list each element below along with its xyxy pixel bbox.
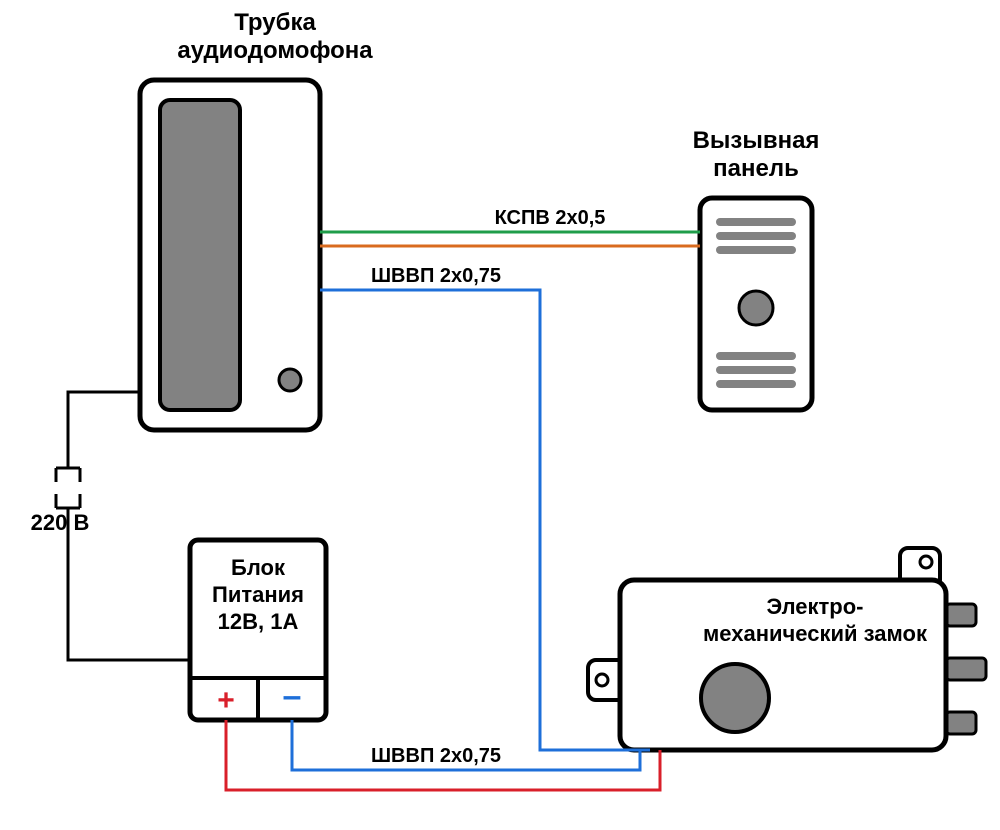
lock-device — [588, 548, 986, 750]
mains-label: 220 В — [31, 510, 90, 535]
handset-button-icon — [279, 369, 301, 391]
handset-label-2: аудиодомофона — [177, 37, 373, 64]
call-panel-label-2: панель — [713, 155, 799, 182]
handset-inner — [160, 100, 240, 410]
call-panel-device — [700, 198, 812, 410]
lock-label-2: механический замок — [703, 621, 928, 646]
psu-plus-icon: + — [217, 684, 235, 717]
lock-label-1: Электро- — [766, 594, 863, 619]
psu-label-3: 12В, 1А — [218, 609, 299, 634]
call-panel-button-icon — [739, 291, 773, 325]
psu-minus-icon: – — [283, 677, 302, 715]
lock-cylinder-icon — [701, 664, 769, 732]
handset-device — [140, 80, 320, 430]
cable-shvvp-bot-label: ШВВП 2х0,75 — [371, 745, 501, 767]
handset-label-1: Трубка — [234, 9, 316, 36]
call-panel-label-1: Вызывная — [693, 127, 820, 154]
psu-label-1: Блок — [231, 555, 286, 580]
cable-shvvp-top-label: ШВВП 2х0,75 — [371, 265, 501, 287]
cable-kspv-label: КСПВ 2х0,5 — [495, 207, 606, 229]
psu-label-2: Питания — [212, 582, 304, 607]
